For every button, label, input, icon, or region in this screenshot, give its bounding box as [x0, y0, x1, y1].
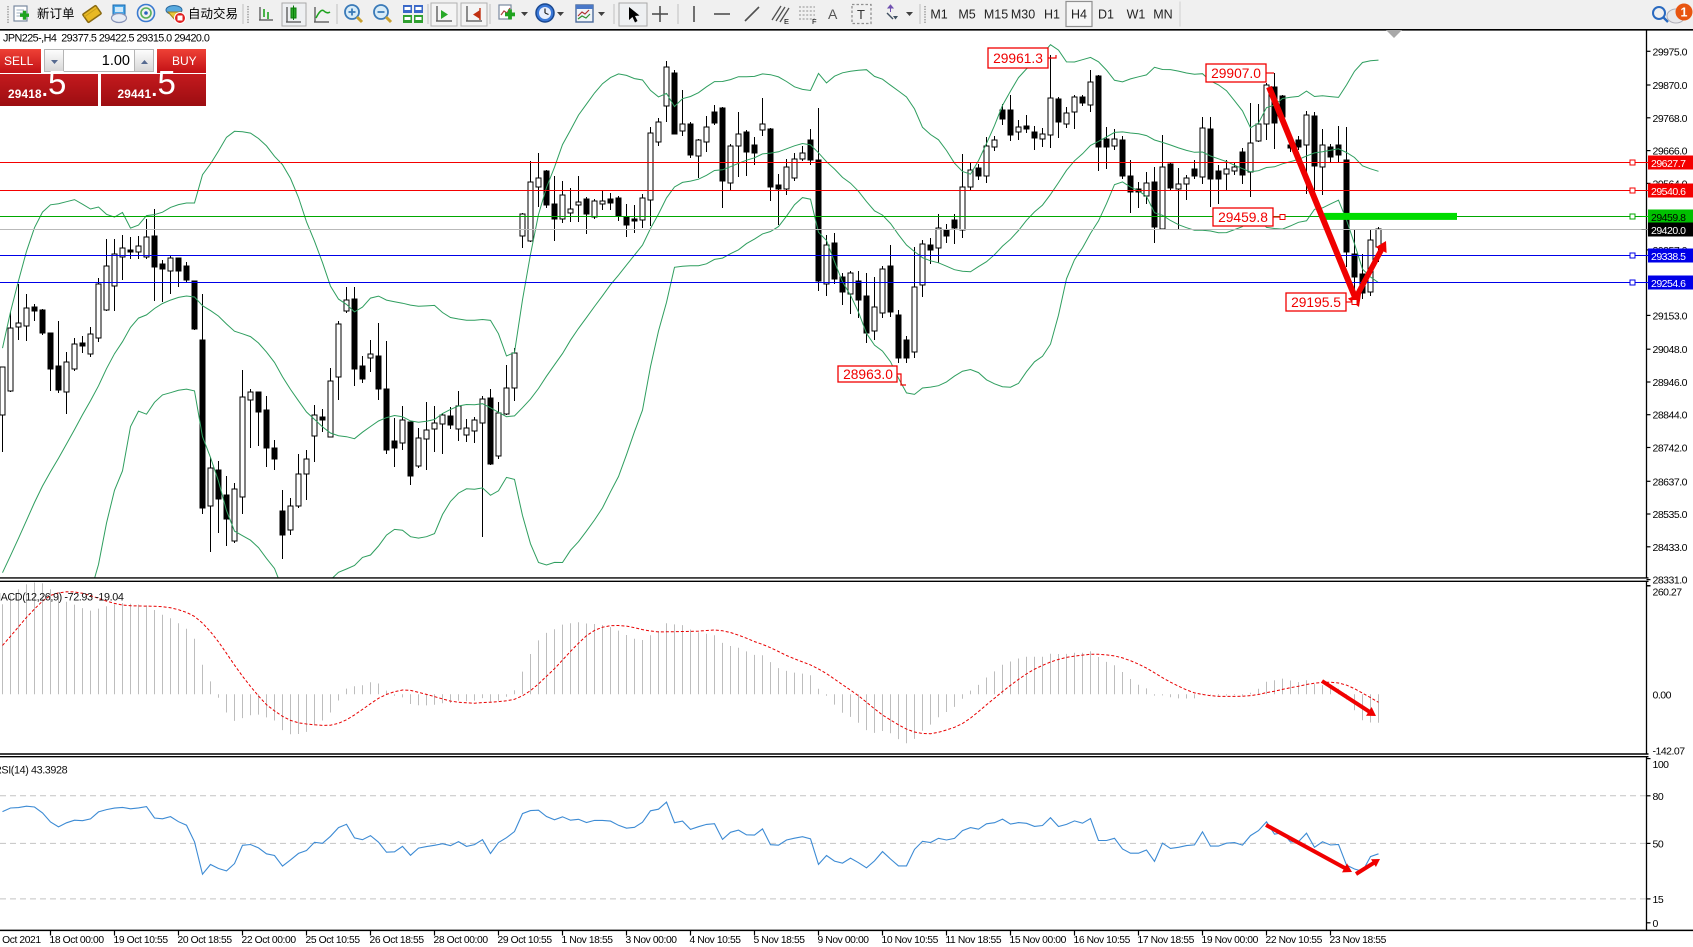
svg-text:26 Oct 18:55: 26 Oct 18:55: [370, 935, 425, 946]
svg-text:H1: H1: [1044, 8, 1060, 22]
svg-text:F: F: [812, 17, 817, 26]
svg-text:M5: M5: [958, 8, 975, 22]
svg-text:17 Nov 18:55: 17 Nov 18:55: [1138, 935, 1195, 946]
svg-text:0.00: 0.00: [1653, 689, 1672, 701]
svg-text:18 Oct 00:00: 18 Oct 00:00: [50, 935, 105, 946]
svg-text:15 Nov 00:00: 15 Nov 00:00: [1010, 935, 1067, 946]
svg-text:100: 100: [1653, 759, 1670, 771]
svg-text:29254.6: 29254.6: [1651, 278, 1686, 290]
svg-text:MACD(12,26,9) -72.93 -19.04: MACD(12,26,9) -72.93 -19.04: [0, 592, 124, 604]
svg-text:16 Nov 10:55: 16 Nov 10:55: [1074, 935, 1131, 946]
svg-text:29 Oct 10:55: 29 Oct 10:55: [498, 935, 553, 946]
svg-text:D1: D1: [1098, 8, 1114, 22]
svg-text:H4: H4: [1071, 8, 1087, 22]
svg-text:T: T: [857, 7, 865, 22]
svg-text:29195.5: 29195.5: [1291, 295, 1341, 310]
svg-text:M30: M30: [1011, 8, 1035, 22]
svg-text:-142.07: -142.07: [1653, 746, 1686, 758]
svg-text:MN: MN: [1153, 8, 1172, 22]
svg-text:28535.0: 28535.0: [1653, 509, 1688, 521]
svg-text:29338.5: 29338.5: [1651, 251, 1686, 263]
svg-text:15: 15: [1653, 894, 1664, 906]
svg-text:29459.8: 29459.8: [1651, 212, 1686, 224]
svg-text:M15: M15: [984, 8, 1008, 22]
svg-text:10 Nov 10:55: 10 Nov 10:55: [882, 935, 939, 946]
svg-text:80: 80: [1653, 791, 1664, 803]
svg-text:25 Oct 10:55: 25 Oct 10:55: [306, 935, 361, 946]
svg-text:29961.3: 29961.3: [993, 51, 1043, 66]
svg-text:28637.0: 28637.0: [1653, 476, 1688, 488]
svg-text:M1: M1: [930, 8, 947, 22]
svg-text:28433.0: 28433.0: [1653, 542, 1688, 554]
svg-text:29540.6: 29540.6: [1651, 186, 1686, 198]
svg-text:19 Oct 10:55: 19 Oct 10:55: [114, 935, 169, 946]
svg-text:29870.0: 29870.0: [1653, 80, 1688, 92]
svg-text:29153.0: 29153.0: [1653, 310, 1688, 322]
svg-text:28844.0: 28844.0: [1653, 410, 1688, 422]
svg-text:22 Oct 00:00: 22 Oct 00:00: [242, 935, 297, 946]
svg-text:E: E: [784, 17, 789, 26]
svg-text:9 Nov 00:00: 9 Nov 00:00: [818, 935, 870, 946]
svg-text:28331.0: 28331.0: [1653, 575, 1688, 587]
svg-text:29459.8: 29459.8: [1218, 210, 1268, 225]
svg-text:29768.0: 29768.0: [1653, 113, 1688, 125]
svg-text:28 Oct 00:00: 28 Oct 00:00: [434, 935, 489, 946]
svg-text:29975.0: 29975.0: [1653, 46, 1688, 58]
svg-text:23 Nov 18:55: 23 Nov 18:55: [1330, 935, 1387, 946]
svg-text:自动交易: 自动交易: [188, 6, 238, 21]
svg-text:29627.7: 29627.7: [1651, 158, 1686, 170]
svg-text:22 Nov 10:55: 22 Nov 10:55: [1266, 935, 1323, 946]
svg-text:19 Nov 00:00: 19 Nov 00:00: [1202, 935, 1259, 946]
svg-text:50: 50: [1653, 838, 1664, 850]
svg-text:4 Nov 10:55: 4 Nov 10:55: [690, 935, 742, 946]
svg-text:20 Oct 18:55: 20 Oct 18:55: [178, 935, 233, 946]
svg-text:JPN225-,H4 29377.5 29422.5 29: JPN225-,H4 29377.5 29422.5 29315.0 29420…: [3, 33, 210, 45]
svg-text:3 Nov 00:00: 3 Nov 00:00: [626, 935, 678, 946]
svg-text:W1: W1: [1127, 8, 1146, 22]
svg-text:260.27: 260.27: [1653, 586, 1683, 598]
svg-text:0: 0: [1653, 918, 1659, 930]
svg-text:28963.0: 28963.0: [843, 367, 893, 382]
svg-text:28946.0: 28946.0: [1653, 377, 1688, 389]
svg-text:1: 1: [1681, 6, 1688, 20]
svg-text:15 Oct 2021: 15 Oct 2021: [0, 935, 41, 946]
svg-text:新订单: 新订单: [37, 6, 75, 21]
svg-text:29048.0: 29048.0: [1653, 344, 1688, 356]
svg-text:29420.0: 29420.0: [1651, 225, 1686, 237]
svg-text:29666.0: 29666.0: [1653, 146, 1688, 158]
svg-text:29907.0: 29907.0: [1211, 66, 1261, 81]
svg-text:RSI(14) 43.3928: RSI(14) 43.3928: [0, 765, 68, 777]
svg-text:A: A: [828, 6, 838, 22]
svg-text:28742.0: 28742.0: [1653, 443, 1688, 455]
svg-text:11 Nov 18:55: 11 Nov 18:55: [946, 935, 1002, 946]
svg-text:5 Nov 18:55: 5 Nov 18:55: [754, 935, 806, 946]
svg-text:1 Nov 18:55: 1 Nov 18:55: [562, 935, 614, 946]
